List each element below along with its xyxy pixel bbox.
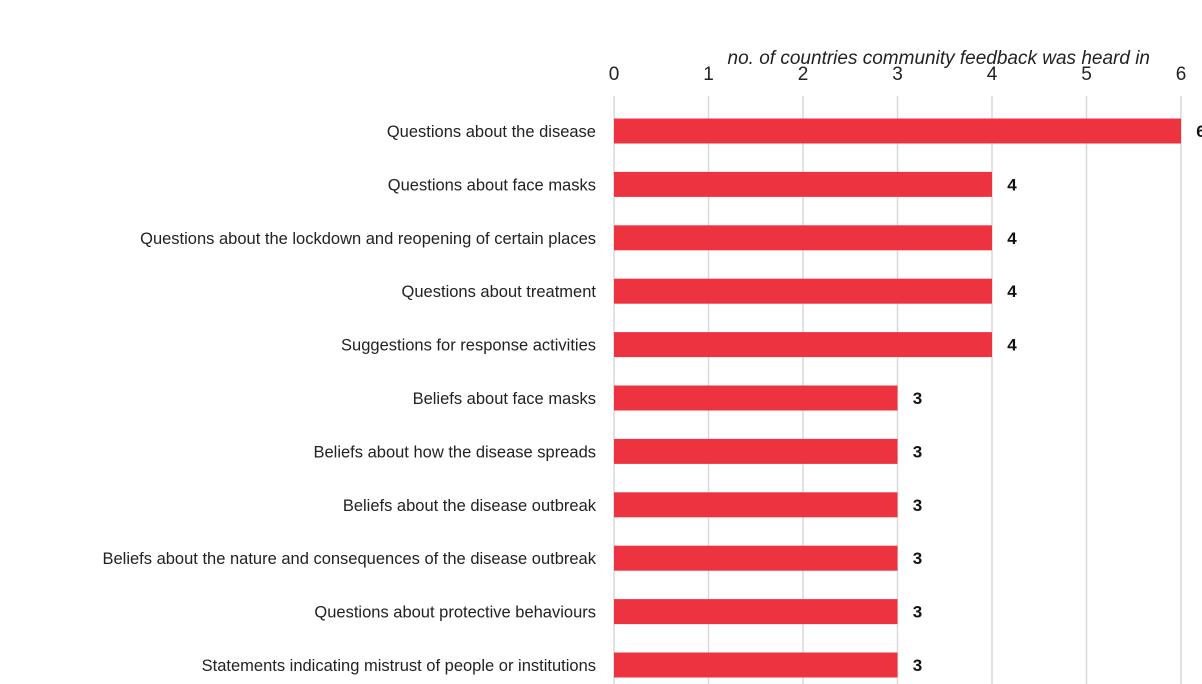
category-label: Suggestions for response activities <box>341 337 596 355</box>
bar <box>614 278 992 304</box>
category-label: Questions about protective behaviours <box>314 604 596 622</box>
category-label: Statements indicating mistrust of people… <box>202 657 596 675</box>
x-tick-label: 4 <box>987 64 998 85</box>
category-label: Beliefs about face masks <box>413 390 596 408</box>
bar <box>614 492 898 518</box>
x-axis-ticks: 0 1 2 3 4 5 6 <box>609 64 1187 85</box>
category-label: Beliefs about the nature and consequence… <box>102 550 596 568</box>
x-tick-label: 5 <box>1081 64 1092 85</box>
category-label: Beliefs about the disease outbreak <box>343 497 597 515</box>
category-label: Questions about the lockdown and reopeni… <box>140 230 596 248</box>
data-label: 3 <box>913 549 922 568</box>
data-label: 3 <box>913 656 922 675</box>
bar <box>614 599 898 625</box>
data-label: 3 <box>913 603 922 622</box>
data-label: 6 <box>1196 122 1202 141</box>
category-label: Questions about treatment <box>402 283 597 301</box>
data-label: 4 <box>1007 175 1017 194</box>
bar <box>614 118 1181 144</box>
data-label: 3 <box>913 389 922 408</box>
bar <box>614 171 992 197</box>
data-label: 3 <box>913 496 922 515</box>
data-labels: 6 4 4 4 4 3 3 3 3 3 3 <box>913 122 1202 675</box>
x-tick-label: 0 <box>609 64 620 85</box>
x-tick-label: 6 <box>1176 64 1187 85</box>
bar <box>614 332 992 358</box>
bar <box>614 652 898 678</box>
category-label: Questions about the disease <box>387 123 596 141</box>
data-label: 3 <box>913 442 922 461</box>
x-tick-label: 1 <box>703 64 714 85</box>
data-label: 4 <box>1007 229 1017 248</box>
data-label: 4 <box>1007 282 1017 301</box>
bar <box>614 438 898 464</box>
x-tick-label: 2 <box>798 64 809 85</box>
x-tick-label: 3 <box>892 64 903 85</box>
category-label: Questions about face masks <box>388 176 596 194</box>
x-axis-title: no. of countries community feedback was … <box>728 48 1150 69</box>
bar <box>614 545 898 571</box>
bars <box>614 118 1181 678</box>
category-labels: Questions about the disease Questions abo… <box>102 123 596 675</box>
bar <box>614 225 992 251</box>
data-label: 4 <box>1007 336 1017 355</box>
bar <box>614 385 898 411</box>
category-label: Beliefs about how the disease spreads <box>313 443 596 461</box>
